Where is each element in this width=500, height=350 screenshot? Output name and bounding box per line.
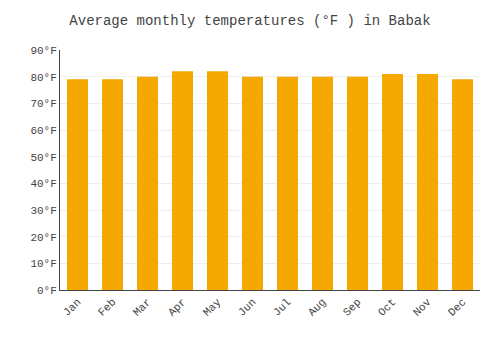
svg-text:Dec: Dec <box>446 296 468 318</box>
svg-text:Mar: Mar <box>131 296 153 318</box>
svg-text:Jul: Jul <box>271 296 293 318</box>
svg-text:50°F: 50°F <box>30 152 56 164</box>
svg-text:0°F: 0°F <box>37 285 57 297</box>
svg-text:Aug: Aug <box>306 296 328 318</box>
svg-text:Oct: Oct <box>376 296 398 318</box>
svg-text:Jan: Jan <box>61 296 83 318</box>
svg-text:Nov: Nov <box>411 296 434 319</box>
svg-text:Average monthly temperatures (: Average monthly temperatures (°F ) in Ba… <box>69 13 430 29</box>
svg-text:60°F: 60°F <box>30 125 56 137</box>
svg-text:80°F: 80°F <box>30 72 56 84</box>
svg-text:Feb: Feb <box>96 296 118 318</box>
svg-text:20°F: 20°F <box>30 232 56 244</box>
svg-text:10°F: 10°F <box>30 258 56 270</box>
svg-text:May: May <box>201 296 224 319</box>
svg-text:Apr: Apr <box>166 296 188 318</box>
svg-text:30°F: 30°F <box>30 205 56 217</box>
svg-text:Jun: Jun <box>236 296 258 318</box>
svg-text:40°F: 40°F <box>30 178 56 190</box>
svg-text:Sep: Sep <box>341 296 363 318</box>
svg-text:90°F: 90°F <box>30 45 56 57</box>
svg-text:70°F: 70°F <box>30 98 56 110</box>
